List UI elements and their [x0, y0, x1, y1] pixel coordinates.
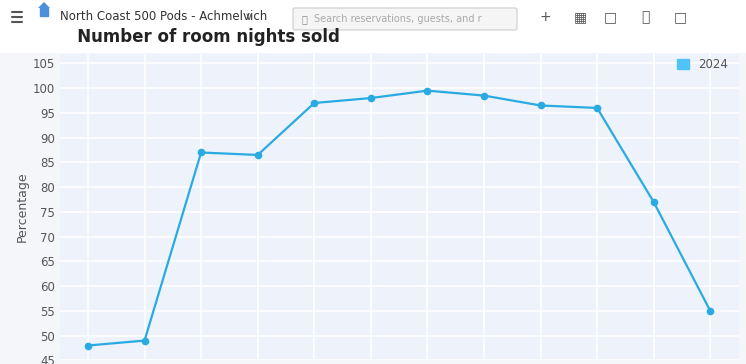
Text: 📢: 📢 [641, 10, 649, 24]
Text: +: + [539, 10, 551, 24]
Text: ∨: ∨ [245, 12, 253, 22]
Text: North Coast 500 Pods - Achmelvich: North Coast 500 Pods - Achmelvich [60, 11, 267, 23]
Text: □: □ [674, 10, 686, 24]
Bar [40, 8, 48, 16]
Text: 🔍: 🔍 [302, 14, 308, 24]
FancyBboxPatch shape [293, 8, 517, 30]
Text: Search reservations, guests, and r: Search reservations, guests, and r [314, 14, 482, 24]
Legend: 2024: 2024 [672, 53, 733, 76]
Y-axis label: Percentage: Percentage [16, 171, 28, 242]
Text: Number of room nights sold: Number of room nights sold [60, 28, 339, 46]
Text: ▦: ▦ [574, 10, 586, 24]
Polygon shape [38, 2, 50, 8]
Text: □: □ [604, 10, 616, 24]
